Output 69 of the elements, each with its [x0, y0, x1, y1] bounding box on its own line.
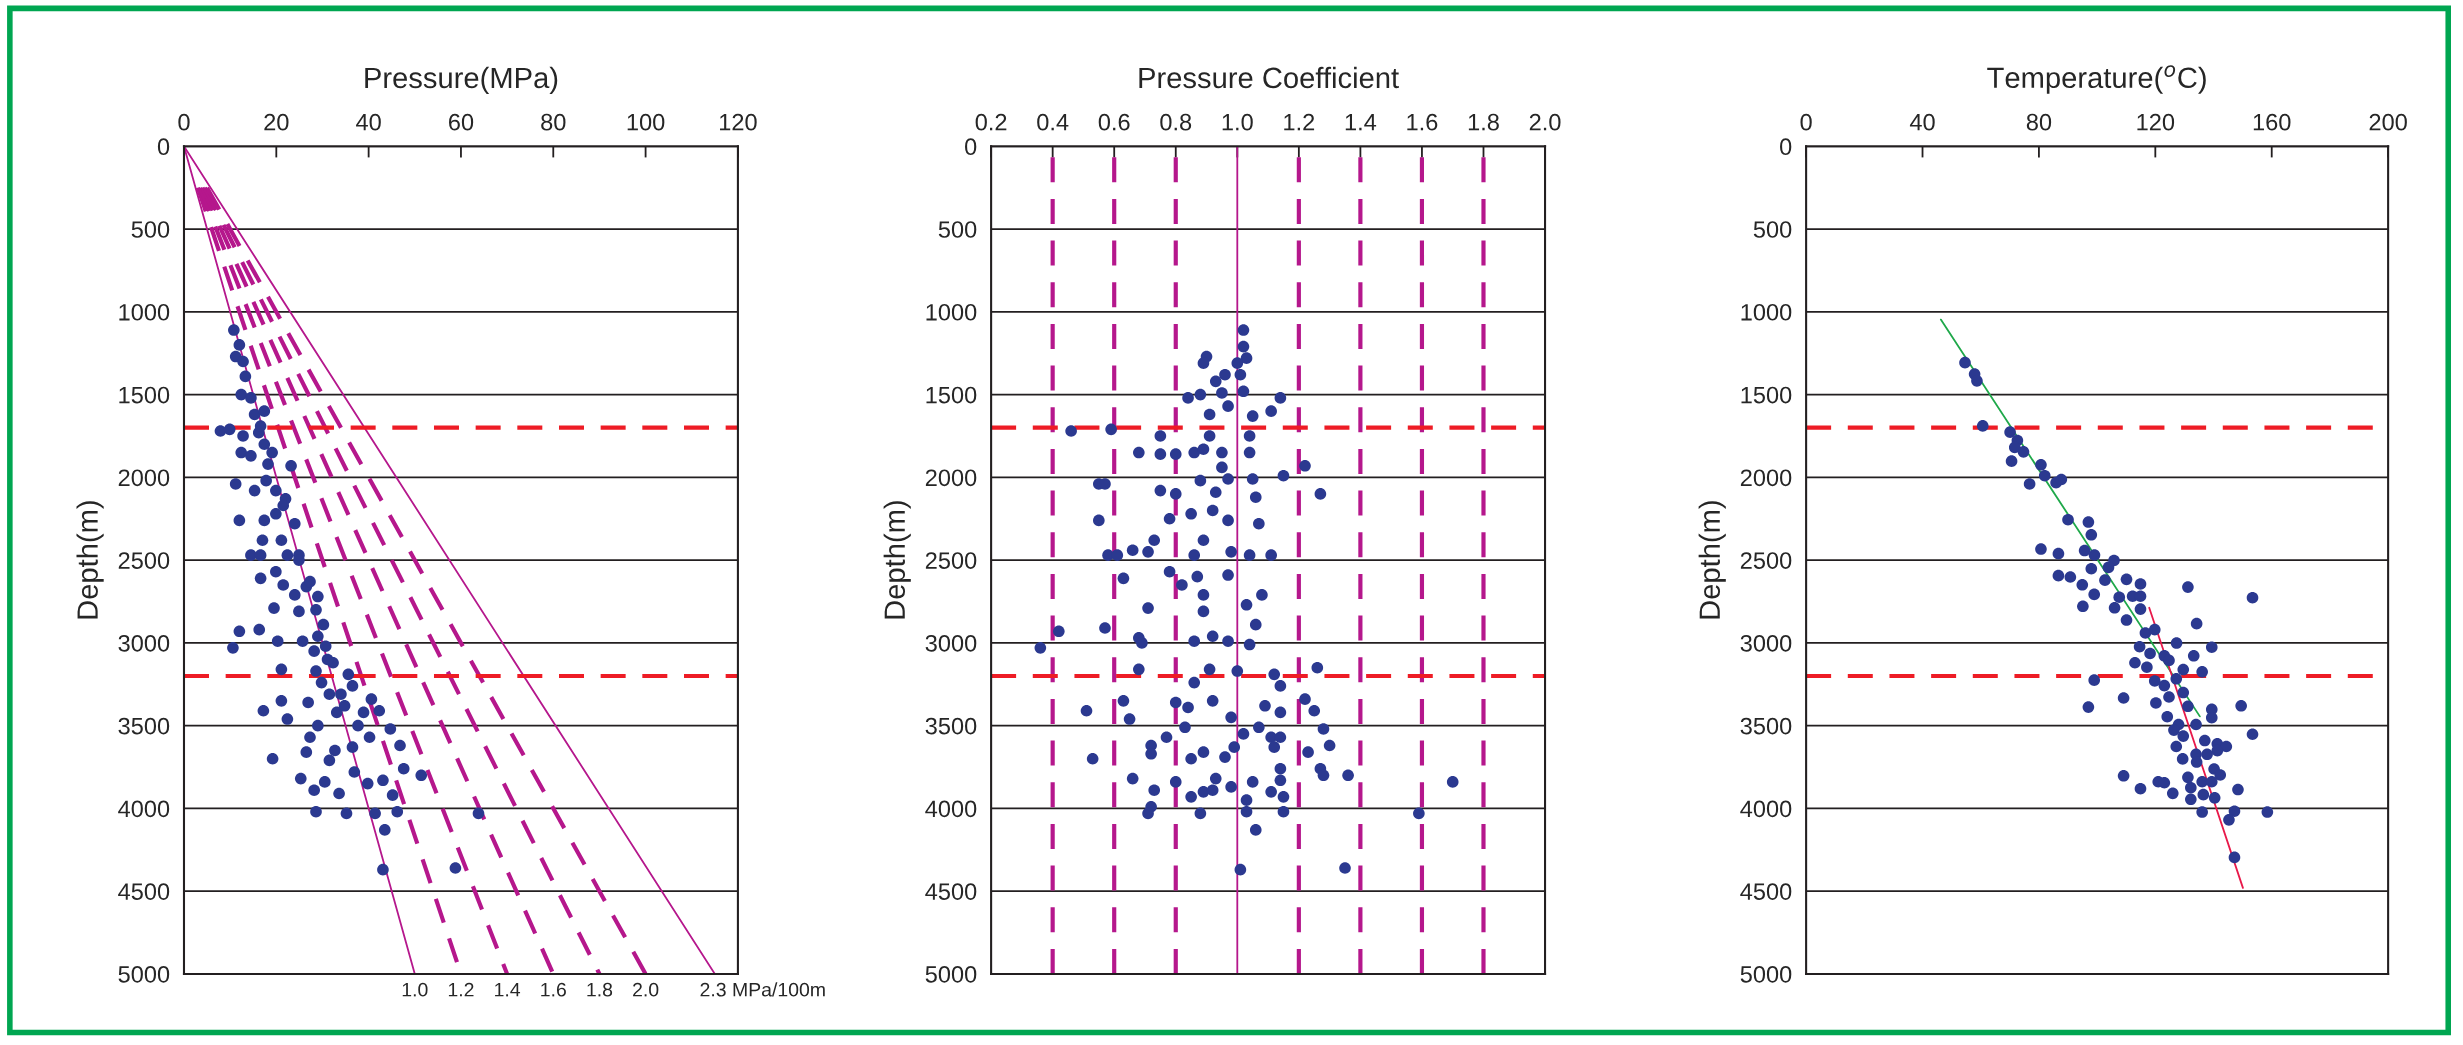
- x-tick-label: 80: [541, 113, 566, 131]
- x-tick-label: 1.4: [1345, 114, 1377, 131]
- y-tick-label: 0: [965, 138, 977, 156]
- y-tick-label: 5000: [118, 966, 170, 983]
- y-tick-label: 500: [131, 221, 170, 238]
- annotation: 1.2: [448, 982, 474, 997]
- x-tick-label: 1.0: [1222, 113, 1253, 131]
- y-tick-label: 1000: [119, 303, 170, 321]
- y-tick-label: 3500: [118, 717, 170, 735]
- x-tick-label: 0.6: [1098, 113, 1130, 131]
- chart-title: Temperature($^{o}$C): [1987, 65, 2206, 94]
- annotation: 1.0: [402, 982, 428, 997]
- y-tick-label: 2000: [925, 469, 977, 487]
- y-tick-label: 3000: [118, 634, 170, 652]
- y-axis-title: Depth(m): [76, 501, 104, 619]
- y-tick-label: 2500: [925, 552, 977, 569]
- x-tick-label: 60: [449, 113, 474, 131]
- x-tick-label: 100: [627, 113, 665, 131]
- y-tick-label: 2000: [118, 469, 170, 487]
- chart-title: Pressure(MPa): [365, 66, 558, 95]
- y-tick-label: 3500: [1740, 717, 1792, 735]
- x-tick-label: 2.0: [1529, 113, 1561, 131]
- y-axis-title: Depth(m): [883, 501, 911, 619]
- annotation: 1.6: [541, 982, 566, 997]
- x-tick-label: 0: [1800, 113, 1812, 131]
- x-tick-label: 0: [178, 113, 190, 131]
- x-tick-label: 160: [2253, 113, 2291, 131]
- y-tick-label: 500: [938, 221, 977, 238]
- y-tick-label: 4500: [925, 883, 977, 900]
- x-tick-label: 40: [356, 113, 381, 131]
- x-tick-label: 40: [1909, 113, 1935, 131]
- y-tick-label: 3500: [925, 717, 977, 735]
- y-tick-label: 4500: [1740, 883, 1792, 900]
- y-tick-label: 1000: [926, 303, 977, 321]
- y-tick-label: 0: [1780, 138, 1792, 156]
- x-tick-label: 0.4: [1037, 113, 1069, 131]
- x-tick-label: 1.2: [1284, 113, 1315, 131]
- annotation: 2.0: [633, 982, 659, 997]
- y-tick-label: 3000: [925, 634, 977, 652]
- y-axis-title: Depth(m): [1698, 501, 1726, 619]
- y-tick-label: 2500: [1740, 552, 1792, 569]
- y-tick-label: 3000: [1740, 634, 1792, 652]
- annotation: 1.8: [587, 982, 613, 997]
- x-tick-label: 0.8: [1160, 113, 1192, 131]
- x-tick-label: 80: [2026, 113, 2052, 131]
- y-tick-label: 4000: [118, 800, 170, 818]
- y-tick-label: 4000: [1740, 800, 1792, 818]
- x-tick-label: 200: [2369, 113, 2407, 131]
- y-tick-label: 5000: [925, 966, 977, 983]
- annotation: 1.4: [495, 982, 521, 997]
- y-tick-label: 4500: [118, 883, 170, 900]
- y-tick-label: 1000: [1741, 303, 1792, 321]
- y-tick-label: 1500: [1741, 386, 1792, 404]
- x-tick-label: 1.6: [1407, 113, 1438, 131]
- y-tick-label: 5000: [1740, 966, 1792, 983]
- y-tick-label: 2000: [1740, 469, 1792, 487]
- y-tick-label: 1500: [119, 386, 170, 404]
- y-tick-label: 1500: [926, 386, 977, 404]
- x-tick-label: 120: [2137, 113, 2175, 131]
- y-tick-label: 2500: [118, 552, 170, 569]
- x-tick-label: 0.2: [975, 113, 1007, 131]
- y-tick-label: 0: [157, 138, 170, 156]
- y-tick-label: 500: [1753, 221, 1792, 238]
- x-tick-label: 1.8: [1468, 113, 1499, 131]
- x-tick-label: 120: [720, 113, 757, 131]
- chart-title: Pressure Coefficient: [1139, 66, 1399, 89]
- x-tick-label: 20: [264, 113, 289, 131]
- annotation: 2.3 MPa/100m: [700, 982, 825, 997]
- y-tick-label: 4000: [925, 800, 977, 818]
